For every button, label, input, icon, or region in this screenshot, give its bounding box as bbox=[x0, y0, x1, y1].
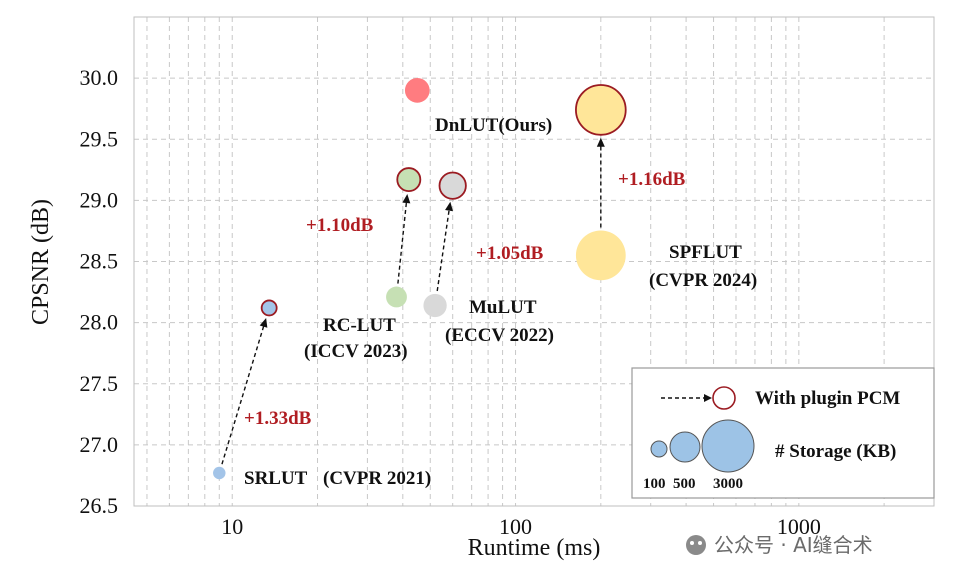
x-axis-title: Runtime (ms) bbox=[468, 535, 601, 561]
legend-size-100: 100 bbox=[643, 476, 666, 492]
arrow-head-rclut bbox=[402, 194, 411, 204]
plot-frame bbox=[133, 16, 935, 507]
label-mulut-venue: (ECCV 2022) bbox=[445, 325, 554, 346]
label-spflut-venue: (CVPR 2024) bbox=[649, 270, 757, 291]
arrow-line-srlut bbox=[221, 323, 266, 465]
y-tick-label-7: 30.0 bbox=[80, 65, 119, 90]
point-mulut bbox=[423, 293, 447, 318]
y-tick-label-3: 28.0 bbox=[80, 310, 119, 335]
arrow-head-mulut bbox=[445, 201, 453, 212]
watermark: 公众号 · AI缝合术 bbox=[686, 533, 873, 557]
point-spflut bbox=[575, 230, 626, 281]
legend: With plugin PCM # Storage (KB) 100 500 3… bbox=[631, 367, 935, 499]
y-tick-label-4: 28.5 bbox=[80, 249, 119, 274]
y-tick-label-2: 27.5 bbox=[80, 371, 119, 396]
label-mulut: MuLUT bbox=[469, 297, 537, 318]
label-srlut-venue: (CVPR 2021) bbox=[323, 468, 431, 489]
watermark-text: 公众号 · AI缝合术 bbox=[714, 533, 873, 557]
point-srlut-pcm bbox=[260, 299, 278, 317]
y-tick-label-0: 26.5 bbox=[80, 493, 119, 518]
legend-plugin-label: With plugin PCM bbox=[755, 388, 900, 409]
x-tick-label-2: 1000 bbox=[777, 514, 821, 539]
gain-label-srlut: +1.33dB bbox=[244, 408, 312, 429]
arrow-head-srlut bbox=[259, 318, 268, 328]
arrow-head-spflut bbox=[596, 137, 605, 147]
gain-label-spflut: +1.16dB bbox=[618, 169, 686, 190]
legend-size-500: 500 bbox=[673, 476, 696, 492]
data-points bbox=[213, 77, 627, 480]
watermark-icon-eye-right bbox=[698, 541, 702, 545]
legend-storage-label: # Storage (KB) bbox=[775, 441, 896, 462]
label-dnlut: DnLUT(Ours) bbox=[435, 115, 552, 136]
y-tick-label-6: 29.5 bbox=[80, 126, 119, 151]
point-srlut bbox=[213, 466, 226, 480]
watermark-icon-eye-left bbox=[690, 541, 694, 545]
arrow-line-rclut bbox=[397, 199, 408, 284]
point-dnlut bbox=[404, 77, 430, 103]
point-spflut-pcm bbox=[575, 84, 627, 136]
point-mulut-pcm bbox=[438, 171, 467, 200]
label-srlut: SRLUT bbox=[244, 468, 308, 489]
legend-size-small bbox=[650, 440, 668, 458]
point-rclut bbox=[386, 286, 407, 308]
label-rclut: RC-LUT bbox=[323, 315, 396, 336]
label-rclut-venue: (ICCV 2023) bbox=[304, 341, 408, 362]
arrow-line-mulut bbox=[436, 207, 451, 292]
gain-label-mulut: +1.05dB bbox=[476, 243, 544, 264]
x-tick-label-0: 10 bbox=[221, 514, 243, 539]
y-tick-label-1: 27.0 bbox=[80, 432, 119, 457]
y-tick-label-5: 29.0 bbox=[80, 187, 119, 212]
improvement-arrows bbox=[221, 137, 605, 465]
legend-size-3000: 3000 bbox=[713, 476, 743, 492]
y-axis-title: CPSNR (dB) bbox=[28, 199, 54, 325]
watermark-icon bbox=[686, 535, 706, 555]
legend-size-large bbox=[701, 419, 755, 473]
label-spflut: SPFLUT bbox=[669, 242, 742, 263]
y-ticks: 26.5 27.0 27.5 28.0 28.5 29.0 29.5 30.0 bbox=[80, 65, 119, 518]
legend-plugin-circle bbox=[712, 386, 736, 410]
x-ticks: 10 100 1000 bbox=[221, 514, 821, 539]
point-rclut-pcm bbox=[396, 167, 422, 193]
x-tick-label-1: 100 bbox=[499, 514, 532, 539]
legend-size-medium bbox=[669, 431, 701, 463]
legend-plugin-arrowhead bbox=[704, 394, 712, 402]
gain-label-rclut: +1.10dB bbox=[306, 215, 374, 236]
